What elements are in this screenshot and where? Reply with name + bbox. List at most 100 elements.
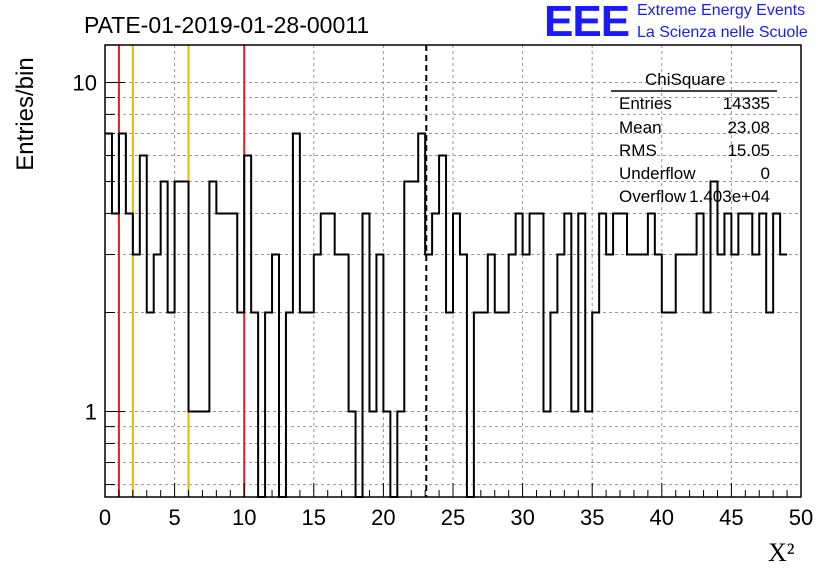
x-tick-label: 40: [650, 505, 674, 530]
histogram-bin: [154, 255, 161, 497]
histogram-bin: [453, 213, 460, 497]
x-tick-label: 20: [371, 505, 395, 530]
x-tick-label: 25: [441, 505, 465, 530]
histogram-bin: [140, 155, 147, 497]
stat-label-rms: RMS: [619, 141, 657, 160]
histogram-bin: [189, 412, 196, 497]
stat-label-overflow: Overflow: [619, 187, 687, 206]
histogram-bin: [133, 255, 140, 497]
histogram-bin: [182, 182, 189, 497]
histogram-bin: [773, 213, 780, 497]
eee-logo: EEE: [544, 0, 630, 46]
histogram-bin: [592, 313, 599, 497]
histogram-bin: [613, 213, 620, 497]
histogram-bin: [314, 255, 321, 497]
histogram-bin: [397, 412, 404, 497]
chart-title: PATE-01-2019-01-28-00011: [84, 12, 370, 38]
logo-text-line2: La Scienza nelle Scuole: [637, 24, 808, 41]
histogram-bin: [571, 412, 578, 497]
histogram-bin: [223, 213, 230, 497]
histogram-bin: [202, 412, 209, 497]
histogram-bin: [342, 255, 349, 497]
histogram-bin: [216, 213, 223, 497]
histogram-bin: [557, 255, 564, 497]
y-tick-label: 10: [73, 70, 97, 95]
histogram-bin: [537, 213, 544, 497]
histogram-bin: [717, 255, 724, 497]
histogram-bin: [175, 182, 182, 497]
histogram-bin: [411, 182, 418, 497]
x-tick-label: 30: [510, 505, 534, 530]
histogram-bin: [516, 213, 523, 497]
histogram-bin: [550, 313, 557, 497]
histogram-bin: [363, 213, 370, 497]
histogram-bin: [564, 213, 571, 497]
histogram-bin: [161, 182, 168, 497]
histogram-bin: [780, 255, 787, 497]
histogram-bin: [634, 255, 641, 497]
histogram-bin: [731, 255, 738, 497]
histogram-line: [105, 132, 788, 498]
histogram-bin: [481, 313, 488, 497]
histogram-bin: [293, 133, 300, 497]
x-tick-label: 50: [789, 505, 813, 530]
logo-text-line1: Extreme Energy Events: [637, 2, 806, 19]
histogram-bin: [683, 255, 690, 497]
histogram-bin: [474, 313, 481, 497]
histogram-bin: [349, 412, 356, 497]
histogram-bin: [335, 255, 342, 497]
stat-value-mean: 23.08: [727, 118, 770, 137]
histogram-bin: [376, 255, 383, 497]
histogram-bin: [738, 213, 745, 497]
stat-label-entries: Entries: [619, 94, 672, 113]
stat-value-rms: 15.05: [727, 141, 770, 160]
histogram-bin: [369, 412, 376, 497]
x-axis-label: X²: [768, 538, 795, 567]
histogram-bin: [432, 213, 439, 497]
x-tick-label: 35: [580, 505, 604, 530]
stat-label-underflow: Underflow: [619, 164, 696, 183]
histogram-bin: [697, 213, 704, 497]
histogram-bin: [745, 213, 752, 497]
histogram-bin: [195, 412, 202, 497]
stat-value-overflow: 1.403e+04: [689, 187, 770, 206]
histogram-bin: [704, 313, 711, 497]
histogram-bin: [690, 255, 697, 497]
x-tick-label: 10: [232, 505, 256, 530]
histogram-bin: [676, 255, 683, 497]
histogram-bin: [711, 182, 718, 497]
histogram-bin: [418, 133, 425, 497]
stats-title: ChiSquare: [645, 70, 726, 89]
histogram-bin: [209, 182, 216, 497]
histogram-bin: [265, 313, 272, 497]
histogram-bin: [251, 313, 258, 497]
histogram-bin: [244, 155, 251, 497]
histogram-bin: [585, 412, 592, 497]
histogram-bin: [766, 313, 773, 497]
histogram-bin: [126, 213, 133, 497]
histogram-bin: [425, 255, 432, 497]
histogram-bin: [105, 133, 112, 497]
histogram-bin: [530, 213, 537, 497]
stat-label-mean: Mean: [619, 118, 662, 137]
histogram-bin: [286, 313, 293, 497]
histogram-bin: [578, 213, 585, 497]
histogram-bin: [321, 213, 328, 497]
histogram-bin: [662, 313, 669, 497]
histogram-bin: [112, 213, 119, 497]
stat-value-entries: 14335: [722, 94, 770, 113]
histogram-bin: [620, 213, 627, 497]
histogram-bin: [168, 313, 175, 497]
histogram-bin: [502, 313, 509, 497]
histogram-bin: [272, 255, 279, 497]
histogram-bin: [439, 155, 446, 497]
x-tick-label: 15: [302, 505, 326, 530]
histogram-bin: [543, 412, 550, 497]
histogram-bin: [237, 313, 244, 497]
histogram-bin: [488, 255, 495, 497]
histogram-bin: [119, 133, 126, 497]
histogram-bin: [460, 255, 467, 497]
histogram-bin: [383, 412, 390, 497]
y-tick-label: 1: [85, 400, 97, 425]
